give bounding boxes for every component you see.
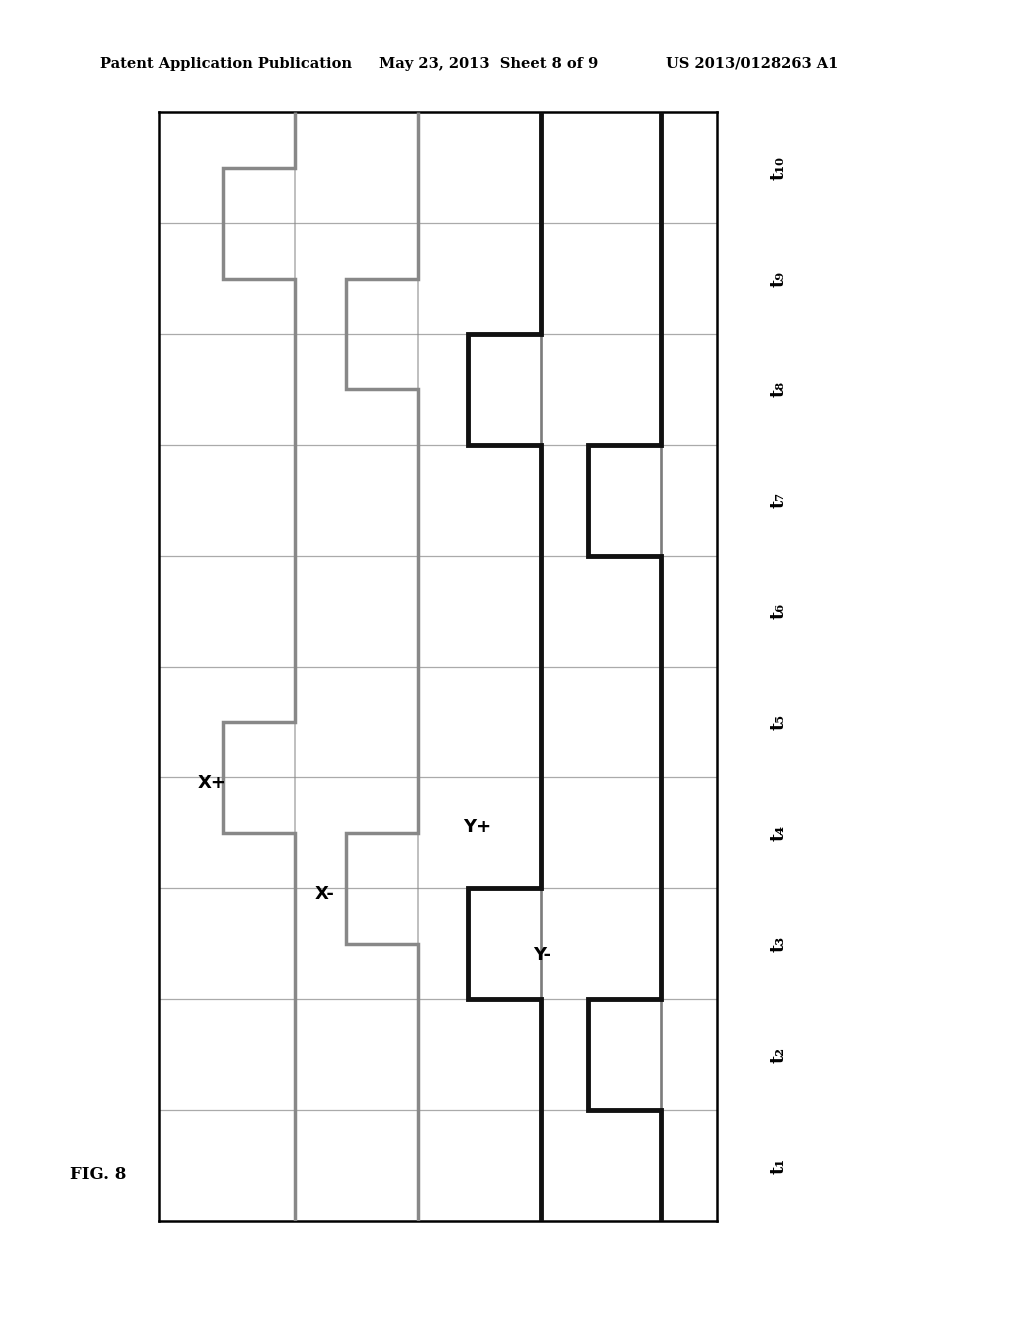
Text: Y-: Y-: [532, 946, 551, 964]
Text: X+: X+: [198, 774, 226, 792]
Text: t₈: t₈: [770, 381, 788, 397]
Text: t₉: t₉: [770, 271, 788, 286]
Text: t₂: t₂: [770, 1047, 788, 1063]
Text: t₁₀: t₁₀: [770, 156, 788, 180]
Text: US 2013/0128263 A1: US 2013/0128263 A1: [666, 57, 838, 71]
Text: t₇: t₇: [770, 492, 788, 508]
Text: Patent Application Publication: Patent Application Publication: [100, 57, 352, 71]
Text: X-: X-: [315, 884, 335, 903]
Text: t₁: t₁: [770, 1158, 788, 1173]
Text: t₆: t₆: [770, 603, 788, 619]
Text: t₃: t₃: [770, 936, 788, 952]
Text: May 23, 2013  Sheet 8 of 9: May 23, 2013 Sheet 8 of 9: [379, 57, 598, 71]
Text: t₅: t₅: [770, 714, 788, 730]
Text: Y+: Y+: [463, 818, 490, 837]
Text: t₄: t₄: [770, 825, 788, 841]
Text: FIG. 8: FIG. 8: [70, 1166, 126, 1183]
